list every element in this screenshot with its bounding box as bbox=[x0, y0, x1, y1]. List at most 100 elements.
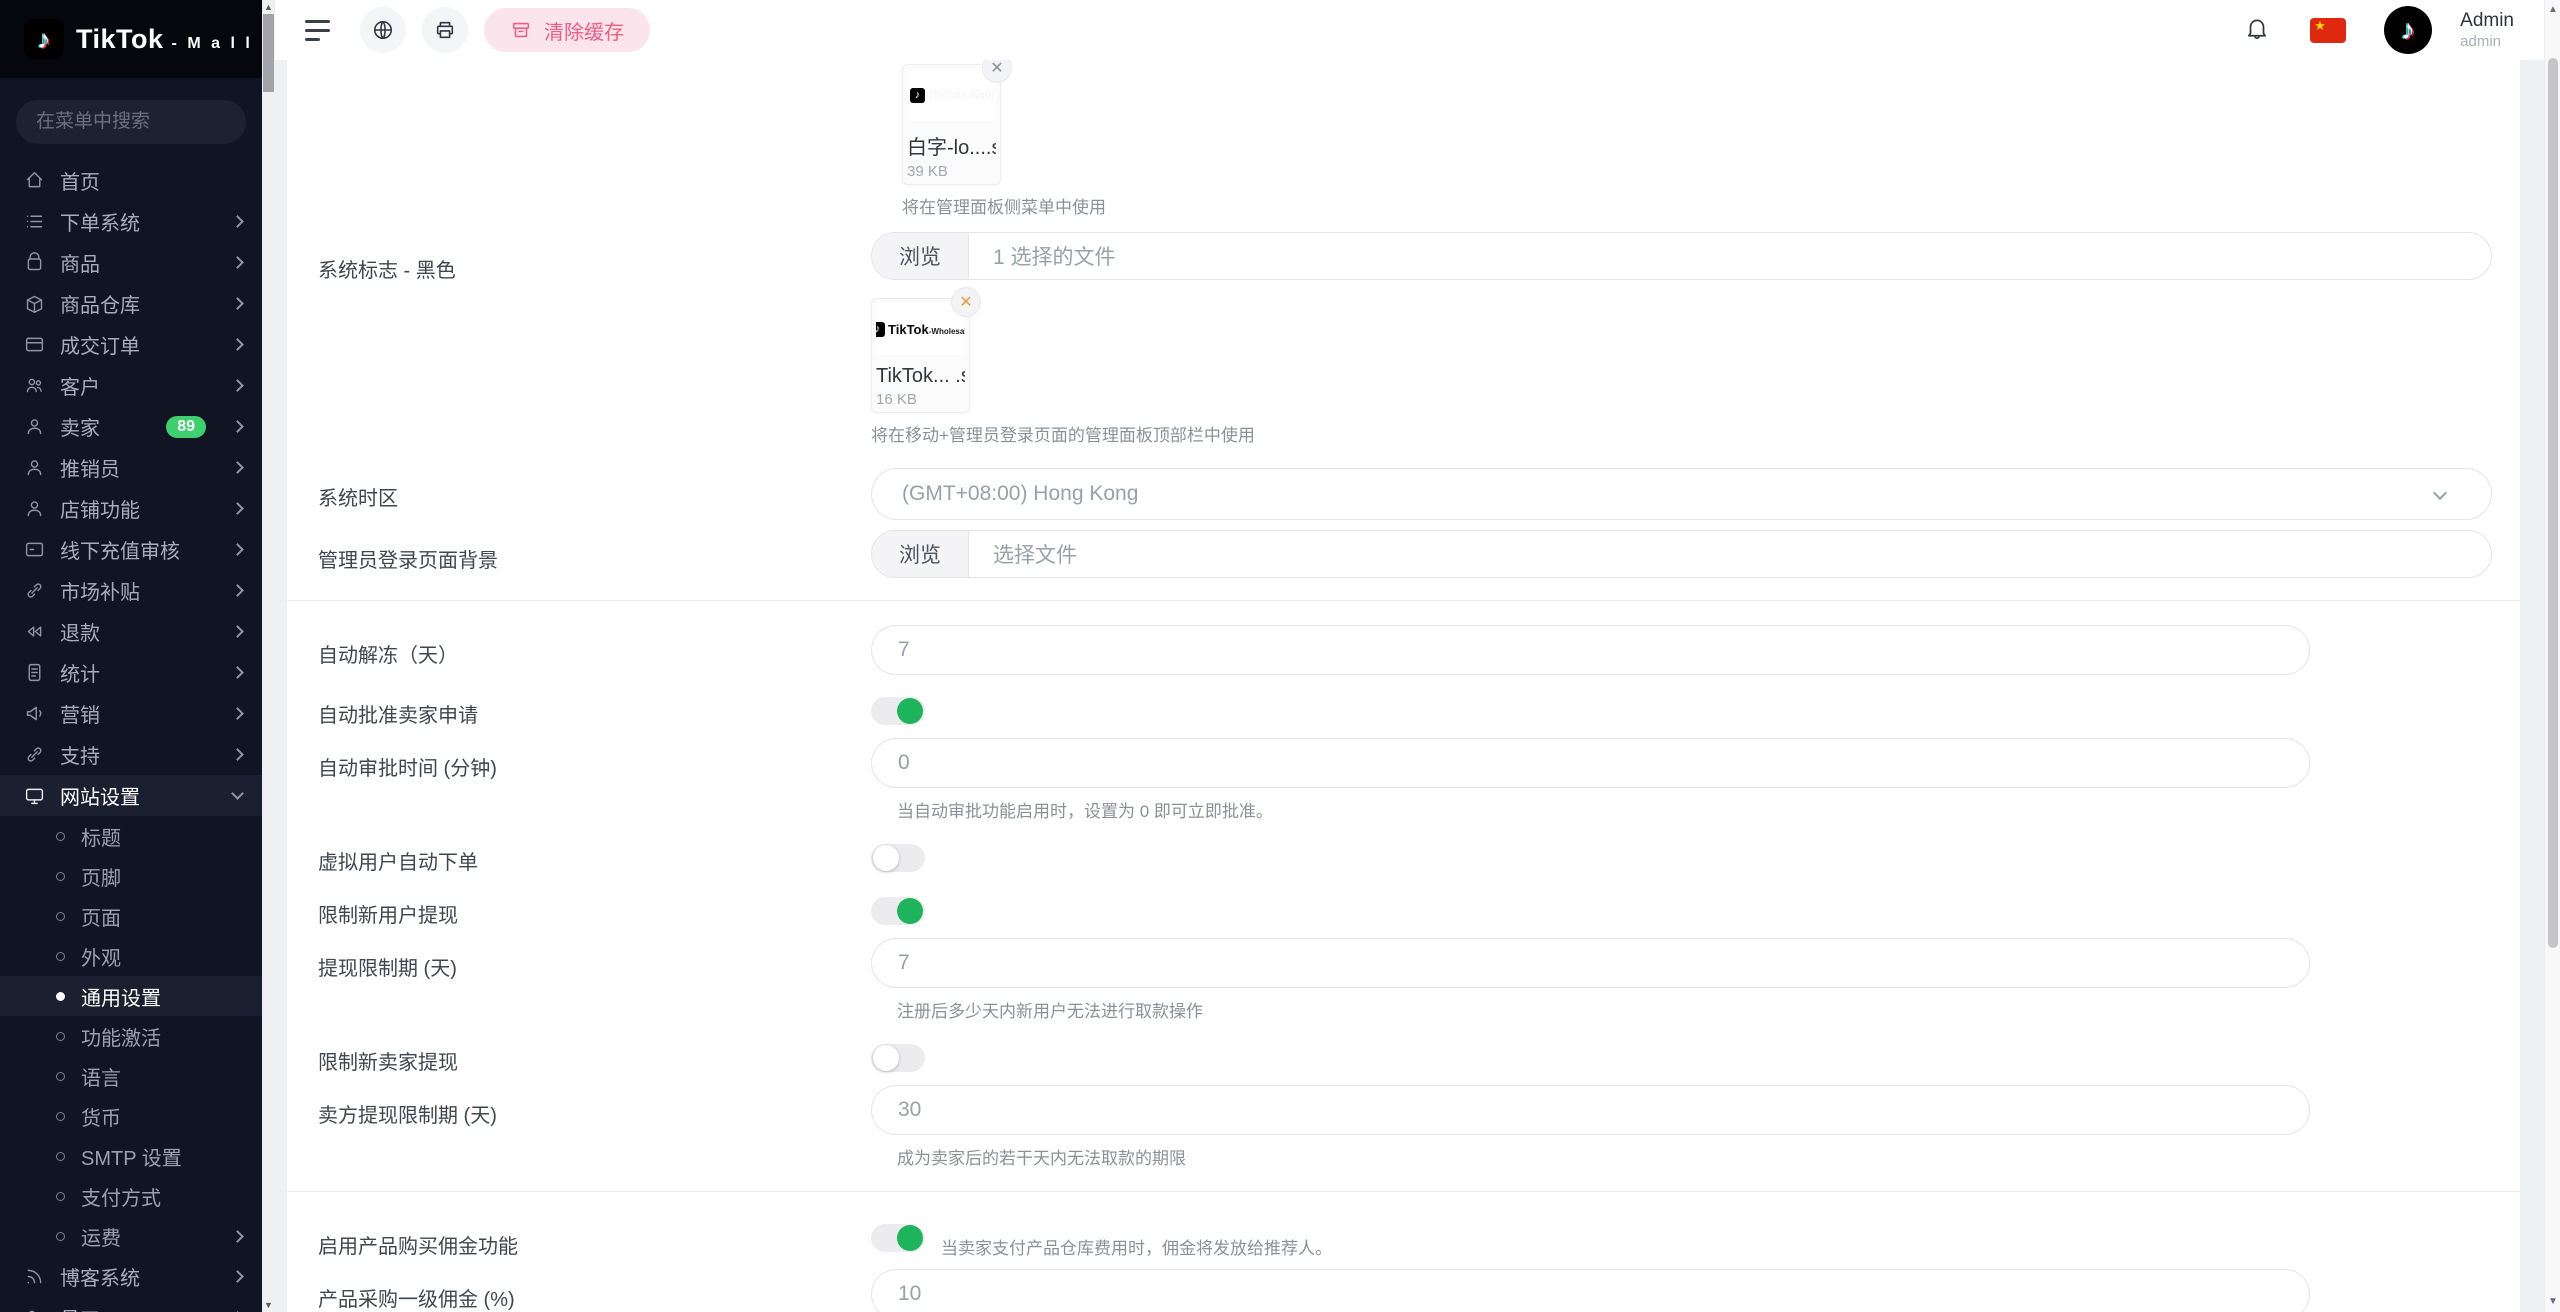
field-hint: 当卖家支付产品仓库费用时，佣金将发放给推荐人。 bbox=[941, 1239, 1332, 1258]
box-icon bbox=[26, 295, 43, 313]
sidebar-subitem-shipping[interactable]: 运费 bbox=[0, 1216, 262, 1256]
notifications-button[interactable] bbox=[2244, 15, 2270, 46]
dot-icon bbox=[56, 1031, 65, 1041]
sidebar-item-employees[interactable]: 员工 bbox=[0, 1297, 262, 1312]
field-label: 限制新卖家提现 bbox=[318, 1052, 458, 1074]
sidebar-item-products[interactable]: 商品 bbox=[0, 242, 262, 283]
sidebar-item-product-warehouse[interactable]: 商品仓库 bbox=[0, 283, 262, 324]
field-label: 启用产品购买佣金功能 bbox=[318, 1236, 518, 1258]
users-gear-icon bbox=[29, 1310, 35, 1312]
field-hint: 注册后多少天内新用户无法进行取款操作 bbox=[897, 1002, 1203, 1021]
home-icon bbox=[26, 171, 43, 188]
seller-withdraw-limit-days-input[interactable] bbox=[871, 1085, 2310, 1135]
sidebar-subitem-general-settings[interactable]: 通用设置 bbox=[0, 976, 262, 1016]
user-menu[interactable]: Admin admin bbox=[2460, 9, 2514, 52]
sidebar-item-offline-recharge-review[interactable]: 线下充值审核 bbox=[0, 529, 262, 570]
user-avatar[interactable]: ♪ bbox=[2384, 6, 2433, 54]
sidebar-item-refunds[interactable]: 退款 bbox=[0, 611, 262, 652]
scroll-down-arrow[interactable]: ▼ bbox=[264, 1300, 273, 1310]
clear-cache-button[interactable]: 清除缓存 bbox=[484, 8, 650, 52]
brand-logo[interactable]: ♪ TikTok - M a l l bbox=[0, 0, 262, 78]
scroll-up-arrow[interactable]: ▲ bbox=[2548, 4, 2558, 15]
virtual-auto-order-toggle[interactable] bbox=[871, 843, 925, 872]
auto-approve-time-input[interactable] bbox=[871, 738, 2310, 788]
browse-button[interactable]: 浏览 bbox=[872, 233, 969, 279]
language-globe-button[interactable] bbox=[360, 7, 406, 53]
remove-file-button[interactable]: ✕ bbox=[951, 287, 981, 317]
restrict-new-seller-withdraw-toggle[interactable] bbox=[871, 1043, 925, 1072]
black-logo-file-input[interactable]: 浏览 1 选择的文件 bbox=[871, 232, 2492, 280]
sidebar-subitem-language[interactable]: 语言 bbox=[0, 1056, 262, 1096]
timezone-select[interactable]: (GMT+08:00) Hong Kong bbox=[871, 468, 2492, 520]
form-row-restrict-new-seller: 限制新卖家提现 bbox=[318, 1032, 2520, 1075]
megaphone-icon bbox=[26, 706, 42, 721]
print-button[interactable] bbox=[422, 7, 468, 53]
sidebar-item-order-system[interactable]: 下单系统 bbox=[0, 201, 262, 242]
dot-icon bbox=[56, 1191, 65, 1201]
rss-icon bbox=[27, 1269, 42, 1284]
sidebar-item-completed-orders[interactable]: 成交订单 bbox=[0, 324, 262, 365]
sidebar-subitem-smtp[interactable]: SMTP 设置 bbox=[0, 1136, 262, 1176]
link-icon bbox=[27, 583, 42, 598]
form-row-virtual-auto-order: 虚拟用户自动下单 bbox=[318, 832, 2520, 875]
form-row-auto-unfreeze: 自动解冻（天） bbox=[318, 625, 2520, 675]
brand-title: TikTok - M a l l bbox=[76, 23, 253, 54]
user-icon bbox=[27, 460, 42, 476]
sidebar-subitem-payment-methods[interactable]: 支付方式 bbox=[0, 1176, 262, 1216]
scrollbar-thumb[interactable] bbox=[2548, 58, 2558, 948]
white-logo-thumbnail: ♪ TikTok-Mall bbox=[907, 69, 996, 121]
commission-level1-input[interactable] bbox=[871, 1269, 2310, 1312]
chevron-right-icon bbox=[231, 502, 244, 515]
sidebar-subitem-footer[interactable]: 页脚 bbox=[0, 856, 262, 896]
menu-toggle-button[interactable] bbox=[305, 19, 330, 41]
field-label: 系统时区 bbox=[318, 488, 398, 510]
country-flag-china[interactable]: ★ bbox=[2310, 17, 2347, 43]
sidebar-item-blog-system[interactable]: 博客系统 bbox=[0, 1256, 262, 1297]
sidebar-item-site-settings[interactable]: 网站设置 bbox=[0, 775, 262, 816]
sidebar-item-marketing[interactable]: 营销 bbox=[0, 693, 262, 734]
auto-approve-seller-toggle[interactable] bbox=[871, 696, 925, 725]
restrict-new-user-withdraw-toggle[interactable] bbox=[871, 896, 925, 925]
sidebar-item-sellers[interactable]: 卖家 89 bbox=[0, 406, 262, 447]
sidebar-item-shop-features[interactable]: 店铺功能 bbox=[0, 488, 262, 529]
sidebar-item-support[interactable]: 支持 bbox=[0, 734, 262, 775]
file-hint: 将在移动+管理员登录页面的管理面板顶部栏中使用 bbox=[871, 426, 1255, 445]
field-label: 产品采购一级佣金 (%) bbox=[318, 1289, 515, 1311]
user-name: Admin bbox=[2460, 9, 2514, 31]
chevron-right-icon bbox=[231, 461, 244, 474]
sidebar-subitem-appearance[interactable]: 外观 bbox=[0, 936, 262, 976]
chevron-right-icon bbox=[231, 338, 244, 351]
scroll-down-arrow[interactable]: ▼ bbox=[2548, 1296, 2558, 1307]
sidebar-item-customers[interactable]: 客户 bbox=[0, 365, 262, 406]
field-label: 自动批准卖家申请 bbox=[318, 705, 478, 727]
scrollbar-thumb[interactable] bbox=[263, 14, 274, 92]
enable-purchase-commission-toggle[interactable] bbox=[871, 1224, 925, 1252]
link-icon bbox=[27, 747, 42, 762]
form-row-timezone: 系统时区 (GMT+08:00) Hong Kong bbox=[318, 468, 2520, 520]
dot-icon bbox=[56, 871, 65, 881]
auto-unfreeze-input[interactable] bbox=[871, 625, 2310, 675]
tiktok-logo-icon: ♪ bbox=[24, 19, 64, 59]
browse-button[interactable]: 浏览 bbox=[872, 531, 969, 577]
sidebar-item-statistics[interactable]: 统计 bbox=[0, 652, 262, 693]
sidebar-subitem-title[interactable]: 标题 bbox=[0, 816, 262, 856]
chevron-right-icon bbox=[231, 256, 244, 269]
sidebar-subitem-currency[interactable]: 货币 bbox=[0, 1096, 262, 1136]
chevron-right-icon bbox=[231, 584, 244, 597]
window-scrollbar[interactable]: ▲ ▼ bbox=[2544, 0, 2560, 1312]
sidebar-item-home[interactable]: 首页 bbox=[0, 160, 262, 201]
sidebar-item-market-subsidy[interactable]: 市场补贴 bbox=[0, 570, 262, 611]
withdraw-limit-days-input[interactable] bbox=[871, 938, 2310, 988]
admin-bg-file-input[interactable]: 浏览 选择文件 bbox=[871, 530, 2492, 578]
sidebar-scrollbar[interactable]: ▲ ▼ bbox=[262, 0, 275, 1312]
file-name: TikTok... .svg bbox=[876, 365, 965, 387]
sidebar-item-promoters[interactable]: 推销员 bbox=[0, 447, 262, 488]
sidebar-subitem-pages[interactable]: 页面 bbox=[0, 896, 262, 936]
card-icon bbox=[25, 337, 44, 352]
chevron-right-icon bbox=[231, 666, 244, 679]
remove-file-button[interactable]: ✕ bbox=[982, 60, 1012, 83]
scroll-up-arrow[interactable]: ▲ bbox=[264, 2, 273, 12]
sidebar-subitem-feature-activation[interactable]: 功能激活 bbox=[0, 1016, 262, 1056]
field-label: 提现限制期 (天) bbox=[318, 958, 457, 980]
sidebar-search-input[interactable] bbox=[16, 100, 246, 144]
